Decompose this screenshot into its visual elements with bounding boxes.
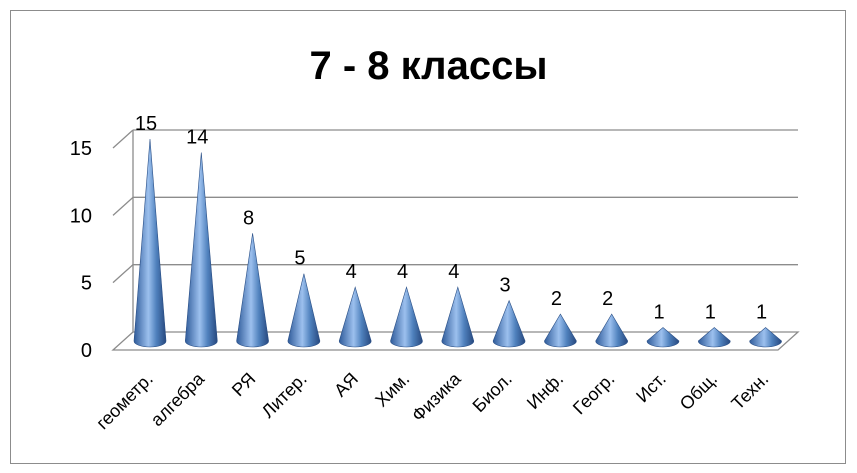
gridline-depth (112, 129, 134, 149)
y-tick-label: 5 (81, 273, 92, 295)
bar-cone-body (390, 286, 423, 348)
x-tick-label: Общ. (676, 369, 721, 414)
y-axis-ticks: 0 5 10 15 (70, 138, 92, 362)
data-label: 5 (294, 248, 305, 270)
data-label: 1 (653, 302, 664, 324)
bar-cone (441, 286, 475, 348)
bar-cone-body (287, 273, 321, 348)
bar-cone (544, 313, 577, 348)
bar-cone-body (441, 286, 475, 348)
data-label: 8 (243, 207, 254, 229)
bar-cone-body (338, 286, 372, 348)
x-tick-label: Ист. (632, 369, 670, 407)
bar-cone-body (184, 152, 218, 348)
bar-cone-body (646, 327, 680, 348)
data-label: 4 (397, 261, 408, 283)
x-tick-label: РЯ (228, 369, 260, 401)
data-label: 3 (500, 275, 511, 297)
y-tick-label: 10 (70, 205, 92, 227)
bar-layer (133, 138, 782, 348)
bar-cone (492, 299, 526, 348)
x-tick-label: Литер. (258, 369, 311, 422)
data-label: 15 (135, 113, 157, 135)
bar-cone-body (544, 313, 577, 348)
x-tick-label: Биол. (469, 369, 516, 416)
x-tick-label: геометр. (92, 369, 157, 434)
bar-cone (133, 138, 167, 348)
bar-cone (184, 152, 218, 348)
bar-cone (236, 233, 269, 348)
data-label: 4 (448, 261, 459, 283)
data-label: 14 (186, 126, 208, 148)
x-tick-label: Геогр. (569, 369, 619, 419)
x-tick-label: Хим. (371, 369, 413, 411)
y-tick-label: 15 (70, 138, 92, 160)
bar-cone-body (492, 299, 526, 348)
bar-cone-body (595, 313, 629, 348)
grid-layer (111, 129, 800, 351)
bar-cone-body (133, 138, 167, 348)
gridline-depth (112, 264, 134, 284)
data-label: 2 (602, 288, 613, 310)
x-tick-label: Физика (408, 368, 466, 426)
bar-cone-body (236, 233, 269, 348)
bar-cone (338, 286, 372, 348)
data-label: 1 (705, 302, 716, 324)
gridline-depth (112, 196, 134, 216)
x-tick-label: АЯ (330, 369, 362, 401)
x-tick-label: Инф. (523, 369, 567, 413)
bar-cone (287, 273, 321, 348)
y-tick-label: 0 (81, 340, 92, 362)
bar-cone (697, 327, 731, 348)
data-label: 2 (551, 288, 562, 310)
data-label: 4 (346, 261, 357, 283)
x-tick-label: алгебра (147, 368, 209, 430)
data-label-layer: 15 14 8 5 4 4 4 3 2 2 1 1 1 (135, 113, 767, 324)
bar-cone (390, 286, 423, 348)
bar-cone (595, 313, 629, 348)
x-tick-label: Техн. (727, 369, 772, 414)
chart-floor (111, 331, 800, 351)
bar-cone-body (697, 327, 731, 348)
chart-title: 7 - 8 классы (309, 44, 548, 88)
data-label: 1 (756, 302, 767, 324)
bar-cone (749, 327, 782, 348)
bar-cone (646, 327, 680, 348)
bar-cone-body (749, 327, 782, 348)
